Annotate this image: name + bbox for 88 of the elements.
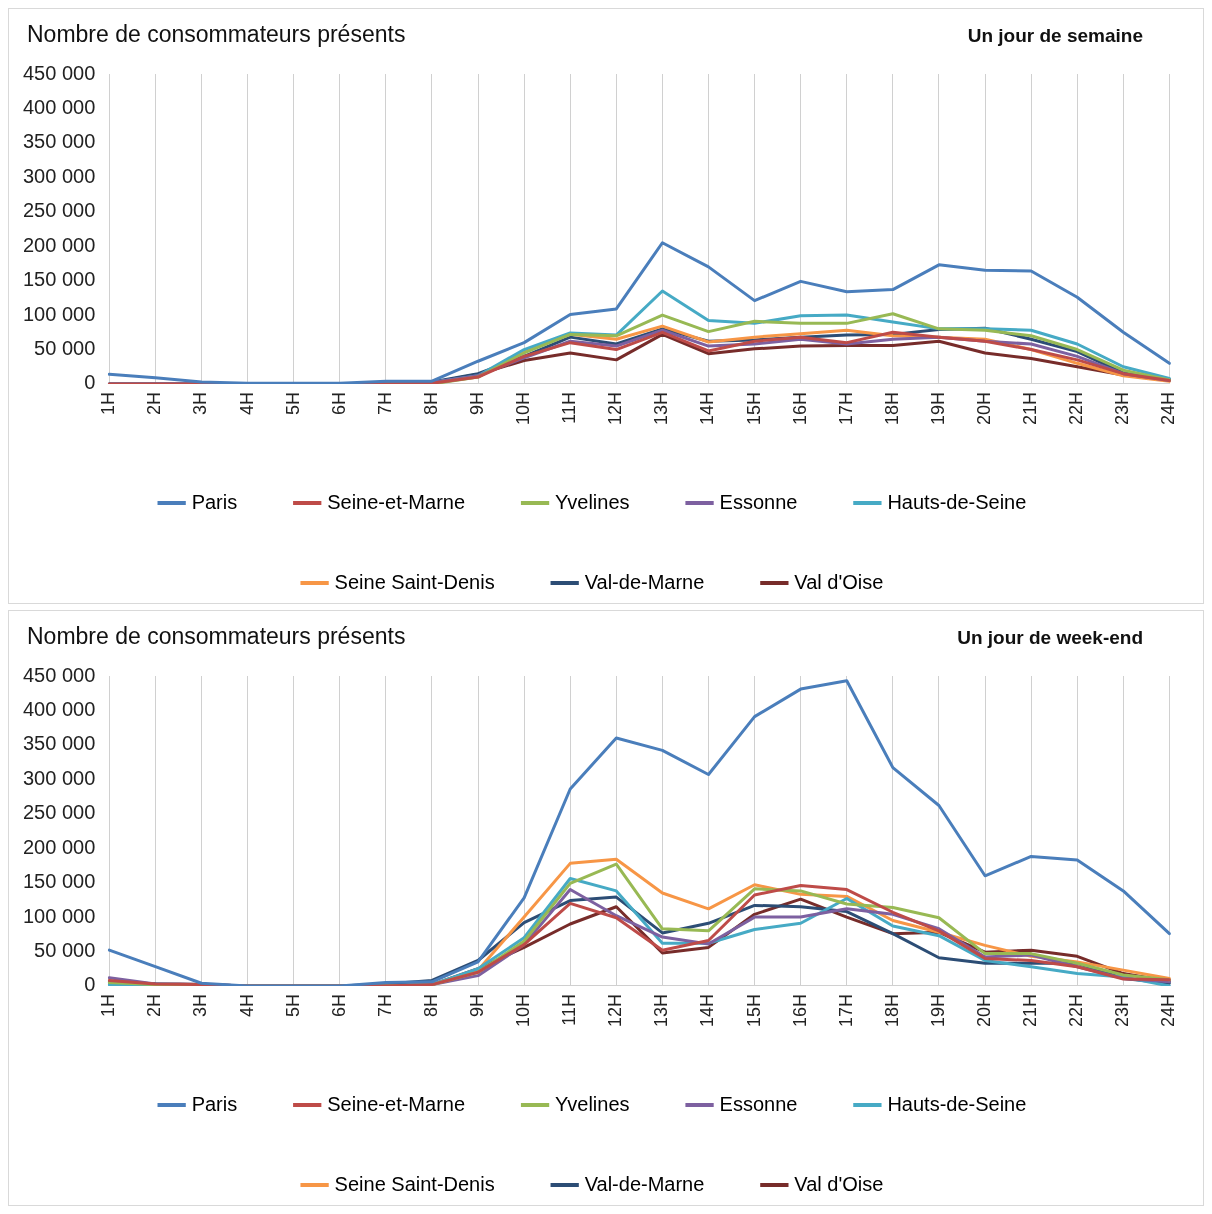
chart-subtitle: Un jour de semaine xyxy=(967,25,1143,47)
x-tick-label: 22H xyxy=(1066,993,1087,1028)
x-tick-label: 17H xyxy=(835,391,856,426)
x-tick-label: 1H xyxy=(98,391,119,415)
y-tick-label: 100 000 xyxy=(23,302,96,325)
x-tick-label: 3H xyxy=(190,993,211,1017)
y-tick-label: 350 000 xyxy=(23,130,96,153)
x-tick-label: 18H xyxy=(881,993,902,1028)
legend-label: Val-de-Marne xyxy=(584,570,705,593)
x-tick-label: 23H xyxy=(1112,993,1133,1028)
chart-title: Nombre de consommateurs présents xyxy=(27,21,406,48)
y-tick-label: 150 000 xyxy=(23,268,96,291)
y-tick-label: 50 000 xyxy=(34,939,96,962)
x-tick-label: 7H xyxy=(374,993,395,1017)
legend-label: Seine-et-Marne xyxy=(327,1092,466,1115)
x-tick-label: 10H xyxy=(513,391,534,426)
x-tick-label: 18H xyxy=(881,391,902,426)
legend-label: Seine-et-Marne xyxy=(327,490,466,513)
x-tick-label: 1H xyxy=(98,993,119,1017)
y-tick-label: 0 xyxy=(84,973,96,996)
x-tick-label: 11H xyxy=(559,993,580,1026)
x-tick-label: 4H xyxy=(236,391,257,415)
legend-label: Paris xyxy=(191,1092,238,1115)
y-tick-label: 0 xyxy=(84,371,96,394)
legend-label: Yvelines xyxy=(555,490,630,513)
y-tick-label: 200 000 xyxy=(23,233,96,256)
legend-label: Hauts-de-Seine xyxy=(887,1092,1027,1115)
x-tick-label: 8H xyxy=(420,993,441,1017)
x-tick-label: 20H xyxy=(974,993,994,1028)
y-tick-label: 150 000 xyxy=(23,870,96,893)
x-tick-label: 3H xyxy=(190,391,211,415)
chart-title: Nombre de consommateurs présents xyxy=(27,623,406,650)
x-tick-label: 10H xyxy=(513,993,534,1028)
x-tick-label: 14H xyxy=(697,993,718,1028)
x-tick-label: 4H xyxy=(236,993,257,1017)
legend-label: Val d'Oise xyxy=(794,570,884,593)
y-tick-label: 300 000 xyxy=(23,164,96,187)
x-tick-label: 5H xyxy=(282,391,303,415)
y-tick-label: 400 000 xyxy=(23,95,96,118)
y-tick-label: 450 000 xyxy=(23,663,96,686)
y-tick-label: 250 000 xyxy=(23,199,96,222)
x-tick-label: 6H xyxy=(328,993,349,1017)
y-tick-label: 100 000 xyxy=(23,904,96,927)
x-tick-label: 9H xyxy=(467,993,487,1017)
x-tick-label: 21H xyxy=(1020,993,1041,1028)
legend-label: Val-de-Marne xyxy=(584,1172,705,1195)
x-tick-label: 24H xyxy=(1158,993,1179,1028)
x-tick-label: 11H xyxy=(559,391,580,424)
y-tick-label: 200 000 xyxy=(23,835,96,858)
x-tick-label: 16H xyxy=(789,391,810,426)
x-tick-label: 20H xyxy=(974,391,994,426)
x-tick-label: 24H xyxy=(1158,391,1179,426)
x-tick-label: 6H xyxy=(328,391,349,415)
x-tick-label: 13H xyxy=(651,391,672,426)
x-tick-label: 12H xyxy=(605,993,626,1028)
legend-label: Hauts-de-Seine xyxy=(887,490,1027,513)
x-tick-label: 8H xyxy=(420,391,441,415)
legend-label: Essonne xyxy=(719,490,798,513)
x-tick-label: 19H xyxy=(927,993,948,1028)
x-tick-label: 22H xyxy=(1066,391,1087,426)
y-tick-label: 350 000 xyxy=(23,732,96,755)
y-tick-label: 300 000 xyxy=(23,766,96,789)
y-tick-label: 400 000 xyxy=(23,697,96,720)
legend-label: Yvelines xyxy=(555,1092,630,1115)
x-tick-label: 12H xyxy=(605,391,626,426)
x-tick-label: 2H xyxy=(144,993,165,1017)
x-tick-label: 2H xyxy=(144,391,165,415)
legend-label: Val d'Oise xyxy=(794,1172,884,1195)
legend-label: Seine Saint-Denis xyxy=(334,570,495,593)
x-tick-label: 5H xyxy=(282,993,303,1017)
x-tick-label: 9H xyxy=(467,391,487,415)
x-tick-label: 16H xyxy=(789,993,810,1028)
y-tick-label: 50 000 xyxy=(34,337,96,360)
x-tick-label: 21H xyxy=(1020,391,1041,426)
legend-label: Paris xyxy=(191,490,238,513)
x-tick-label: 7H xyxy=(374,391,395,415)
x-tick-label: 15H xyxy=(743,391,764,426)
y-tick-label: 450 000 xyxy=(23,61,96,84)
x-tick-label: 23H xyxy=(1112,391,1133,426)
x-tick-label: 13H xyxy=(651,993,672,1028)
x-tick-label: 14H xyxy=(697,391,718,426)
x-tick-label: 15H xyxy=(743,993,764,1028)
x-tick-label: 17H xyxy=(835,993,856,1028)
x-tick-label: 19H xyxy=(927,391,948,426)
y-tick-label: 250 000 xyxy=(23,801,96,824)
chart-subtitle: Un jour de week-end xyxy=(957,627,1143,649)
legend-label: Seine Saint-Denis xyxy=(334,1172,495,1195)
legend-label: Essonne xyxy=(719,1092,798,1115)
